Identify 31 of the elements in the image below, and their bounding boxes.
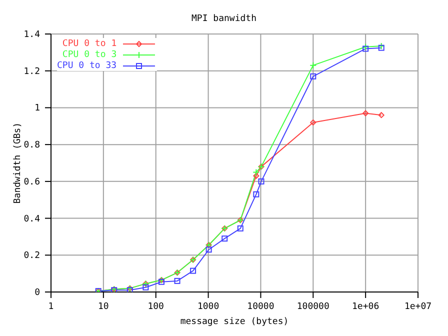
point (237, 225, 244, 232)
x-tick-label: 1 (48, 302, 54, 312)
y-tick-label: 1.2 (24, 66, 40, 77)
x-tick-label: 1e+07 (404, 302, 432, 312)
y-tick-label: 1 (34, 104, 40, 114)
legend-label: CPU 0 to 1 (62, 38, 117, 48)
y-tick-label: 0 (34, 288, 40, 298)
point (174, 278, 180, 284)
x-tick-label: 10 (98, 302, 109, 312)
y-tick-label: 0.8 (24, 140, 40, 151)
x-tick-label: 100 (148, 302, 164, 312)
y-tick-label: 0.2 (24, 251, 40, 262)
point (253, 172, 260, 179)
y-tick-label: 0.6 (24, 177, 40, 188)
point (190, 268, 196, 274)
chart-title: MPI banwidth (190, 14, 258, 24)
y-tick-label: 1.4 (24, 30, 40, 40)
point (252, 168, 260, 176)
y-axis-title: Bandwidth (GBs) (13, 122, 23, 204)
legend-label: CPU 0 to 3 (62, 50, 117, 60)
x-tick-label: 1e+06 (352, 302, 380, 312)
x-tick-label: 100000 (296, 302, 330, 312)
point (222, 236, 228, 242)
y-tick-label: 0.4 (24, 214, 40, 224)
point (142, 284, 149, 290)
x-tick-label: 1000 (197, 302, 220, 312)
point (206, 246, 212, 253)
legend-label: CPU 0 to 33 (57, 60, 117, 70)
point (253, 191, 260, 198)
x-tick-label: 10000 (247, 302, 274, 312)
x-axis-title: message size (bytes) (180, 317, 289, 327)
